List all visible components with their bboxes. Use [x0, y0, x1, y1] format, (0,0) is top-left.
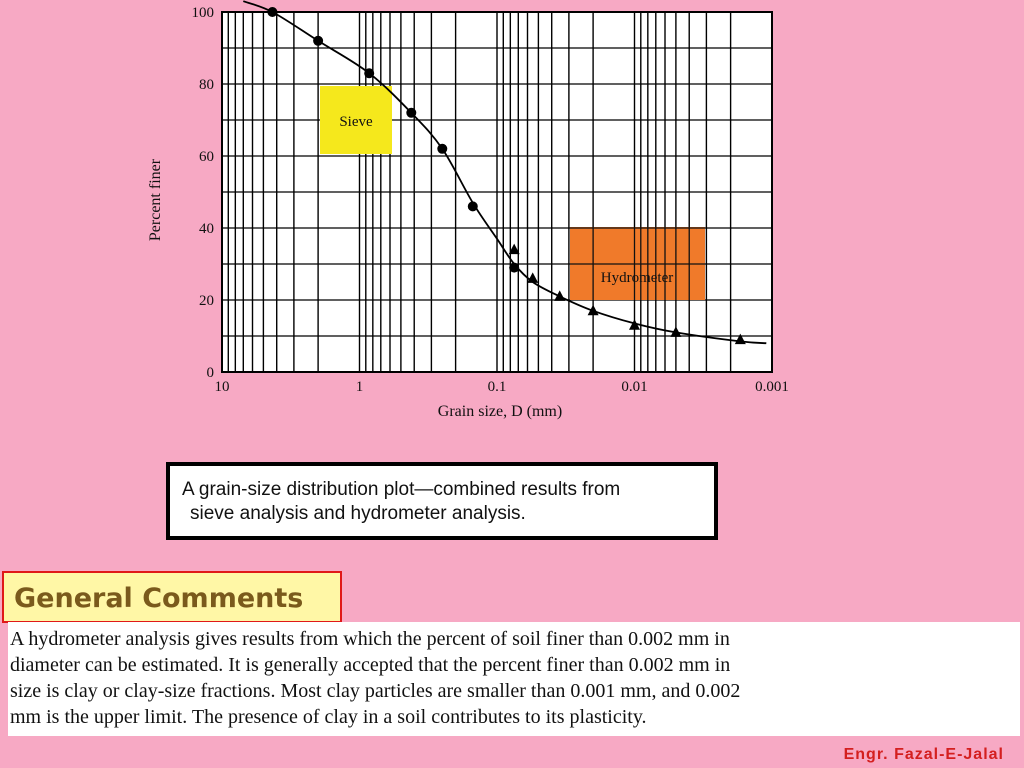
- x-tick-label: 0.1: [488, 379, 507, 395]
- hydrometer-data-point: [527, 272, 539, 283]
- body-line: A hydrometer analysis gives results from…: [10, 628, 730, 650]
- sieve-data-point: [509, 262, 520, 273]
- body-line: size is clay or clay-size fractions. Mos…: [10, 680, 741, 702]
- sieve-data-point: [313, 35, 324, 46]
- figure-caption: A grain-size distribution plot—combined …: [166, 462, 718, 540]
- body-line: diameter can be estimated. It is general…: [10, 654, 731, 676]
- y-tick-label: 0: [207, 365, 215, 381]
- plot-frame: [221, 11, 773, 373]
- y-tick-label: 100: [192, 5, 215, 21]
- sieve-data-point: [467, 201, 478, 212]
- y-tick-label: 60: [199, 149, 214, 165]
- fitted-curve: [242, 0, 767, 345]
- hydrometer-data-point: [508, 243, 520, 255]
- sieve-label: Sieve: [339, 114, 373, 130]
- hydrometer-data-point: [587, 304, 599, 316]
- y-tick-label: 20: [199, 293, 214, 309]
- data-points: [267, 7, 746, 345]
- hydrometer-data-point: [554, 290, 566, 301]
- y-tick-label: 40: [199, 221, 214, 237]
- axis-tick-labels: 10 1 0.1 0.01 0.001 0 20 40 60 80 100: [192, 5, 789, 395]
- section-heading: General Comments: [2, 571, 342, 623]
- x-tick-label: 0.001: [755, 379, 789, 395]
- caption-line: A grain-size distribution plot—combined …: [182, 479, 621, 500]
- grain-size-curve: [242, 0, 767, 345]
- sieve-region-box: [320, 86, 392, 154]
- hydrometer-data-point: [670, 326, 682, 337]
- y-tick-label: 80: [199, 77, 214, 93]
- author-credit: Engr. Fazal-E-Jalal: [843, 746, 1004, 763]
- caption-line: sieve analysis and hydrometer analysis.: [190, 503, 526, 524]
- y-axis-label: Percent finer: [147, 158, 164, 241]
- hydrometer-data-point: [734, 333, 746, 345]
- sieve-data-point: [406, 107, 417, 118]
- x-tick-label: 10: [215, 379, 230, 395]
- hydrometer-data-point: [629, 319, 640, 330]
- hydrometer-label: Hydrometer: [601, 270, 673, 286]
- x-axis-label: Grain size, D (mm): [438, 403, 562, 420]
- section-body: A hydrometer analysis gives results from…: [8, 622, 1020, 736]
- x-tick-label: 1: [356, 379, 364, 395]
- x-tick-label: 0.01: [621, 379, 647, 395]
- sieve-data-point: [267, 7, 278, 17]
- sieve-data-point: [437, 143, 448, 154]
- grain-size-chart: Sieve Hydrometer 10 1 0.1 0.01 0.001 0 20 40 60 8…: [147, 0, 789, 420]
- overlay-grid-lines: [570, 227, 705, 300]
- sieve-data-point: [364, 68, 375, 79]
- body-line: mm is the upper limit. The presence of c…: [10, 706, 647, 728]
